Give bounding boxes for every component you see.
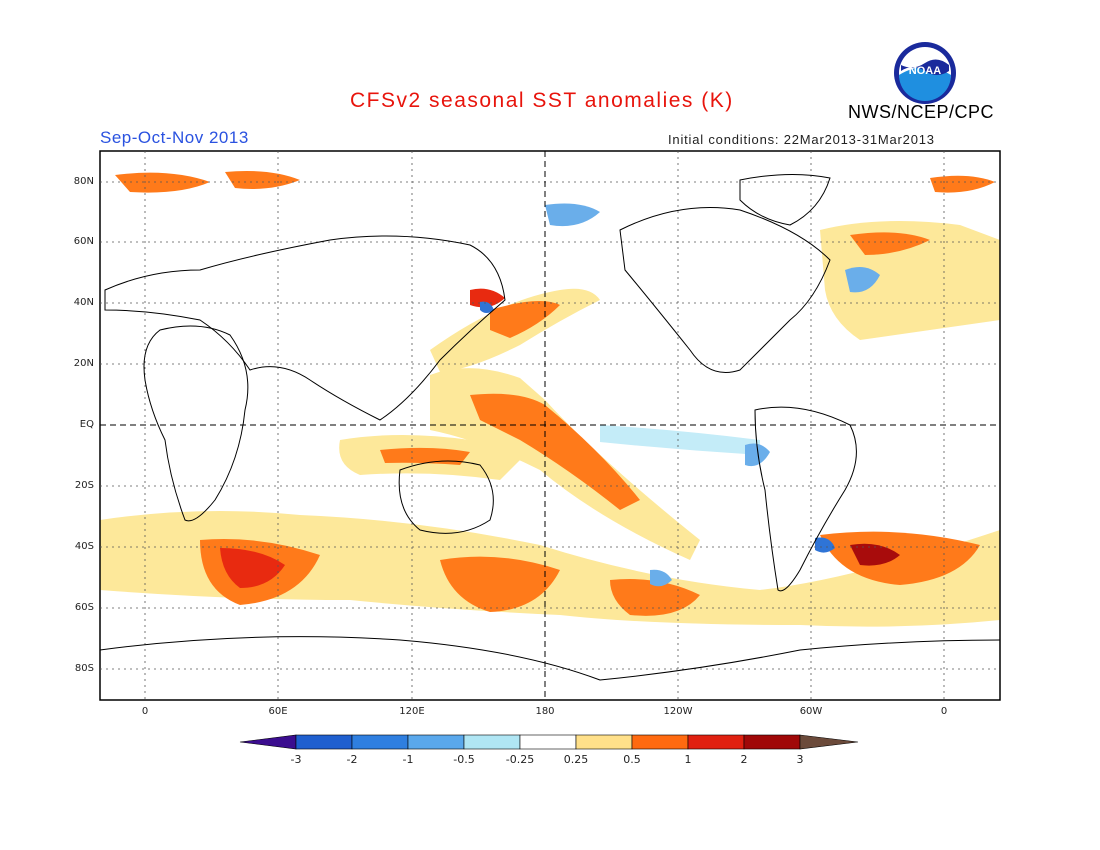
- season-label: Sep-Oct-Nov 2013: [100, 128, 249, 147]
- anomaly-warm-arctic-3: [930, 175, 995, 193]
- colorbar-label: -0.5: [453, 753, 475, 766]
- colorbar-segment: [631, 734, 689, 750]
- longitude-label: 120E: [399, 706, 425, 717]
- agency-label: NWS/NCEP/CPC: [848, 102, 995, 122]
- longitude-label: 120W: [663, 706, 693, 717]
- anomaly-field: [100, 171, 1000, 627]
- anomaly-cool-north-atlantic: [845, 266, 880, 293]
- anomaly-warm-arctic-1: [115, 172, 210, 193]
- anomaly-warm-indonesia-core: [380, 447, 470, 465]
- continent-outlines: [99, 173, 1001, 681]
- colorbar-label: 1: [684, 753, 692, 766]
- latitude-label: EQ: [79, 419, 94, 430]
- colorbar-label: -0.25: [505, 753, 535, 766]
- colorbar-segment: [407, 734, 465, 750]
- anomaly-cool-equatorial-east: [600, 425, 760, 455]
- anomaly-warm-southern-core-6: [850, 543, 900, 566]
- colorbar-arrow-low: [239, 734, 297, 750]
- colorbar-segment: [295, 734, 353, 750]
- colorbar-label: 2: [740, 753, 748, 766]
- latitude-label: 80S: [74, 663, 94, 674]
- anomaly-warm-arctic-2: [225, 171, 300, 189]
- colorbar-arrow-high: [799, 734, 859, 750]
- longitude-label: 180: [535, 706, 555, 717]
- latitude-gridlines: [100, 181, 1000, 670]
- colorbar-label: -1: [402, 753, 414, 766]
- africa-outline: [143, 325, 249, 522]
- anomaly-cool-south-pacific: [650, 569, 672, 587]
- longitude-label: 60E: [268, 706, 288, 717]
- colorbar-label: 0.5: [623, 753, 641, 766]
- longitude-label: 0: [940, 706, 948, 717]
- longitude-label: 60W: [799, 706, 823, 717]
- initial-conditions-label: Initial conditions: 22Mar2013-31Mar2013: [668, 132, 935, 147]
- colorbar-segment: [351, 734, 409, 750]
- anomaly-warm-pacific-core: [470, 393, 640, 510]
- antarctica-outline: [99, 636, 1001, 681]
- colorbar-segment: [743, 734, 801, 750]
- latitude-label: 60S: [74, 602, 94, 613]
- map-title: CFSv2 seasonal SST anomalies (K): [350, 89, 734, 112]
- colorbar-label: 0.25: [563, 753, 589, 766]
- longitude-gridlines: [144, 151, 945, 700]
- eurasia-outline: [104, 235, 506, 421]
- latitude-label: 20N: [73, 358, 94, 369]
- colorbar-label: -2: [346, 753, 358, 766]
- colorbar-segment: [463, 734, 521, 750]
- australia-outline: [398, 460, 494, 534]
- longitude-label: 0: [141, 706, 149, 717]
- colorbar-segment: [519, 734, 577, 750]
- latitude-label: 60N: [73, 236, 94, 247]
- latitude-label: 40S: [74, 541, 94, 552]
- colorbar-label: -3: [290, 753, 302, 766]
- colorbar: [239, 734, 859, 750]
- anomaly-warm-southern-core-3: [440, 556, 560, 612]
- anomaly-warm-north-atlantic-core: [850, 232, 930, 255]
- colorbar-segment: [575, 734, 633, 750]
- anomaly-cool-argentina: [815, 537, 835, 553]
- colorbar-label: 3: [796, 753, 804, 766]
- noaa-logo: NOAA: [894, 42, 956, 104]
- anomaly-cool-peru: [745, 443, 770, 467]
- latitude-label: 20S: [74, 480, 94, 491]
- anomaly-cool-bering: [545, 203, 600, 227]
- anomaly-warm-southern-core-2: [220, 548, 285, 588]
- greenland-outline: [739, 173, 831, 226]
- logo-text: NOAA: [909, 65, 941, 77]
- anomaly-warm-southern-core-4: [610, 579, 700, 616]
- colorbar-segment: [687, 734, 745, 750]
- north-america-outline: [619, 207, 831, 373]
- anomaly-cool-japan: [480, 301, 494, 313]
- south-america-outline: [754, 406, 857, 592]
- latitude-label: 40N: [73, 297, 94, 308]
- latitude-label: 80N: [73, 176, 94, 187]
- anomaly-warm-north-pacific-core: [490, 301, 560, 338]
